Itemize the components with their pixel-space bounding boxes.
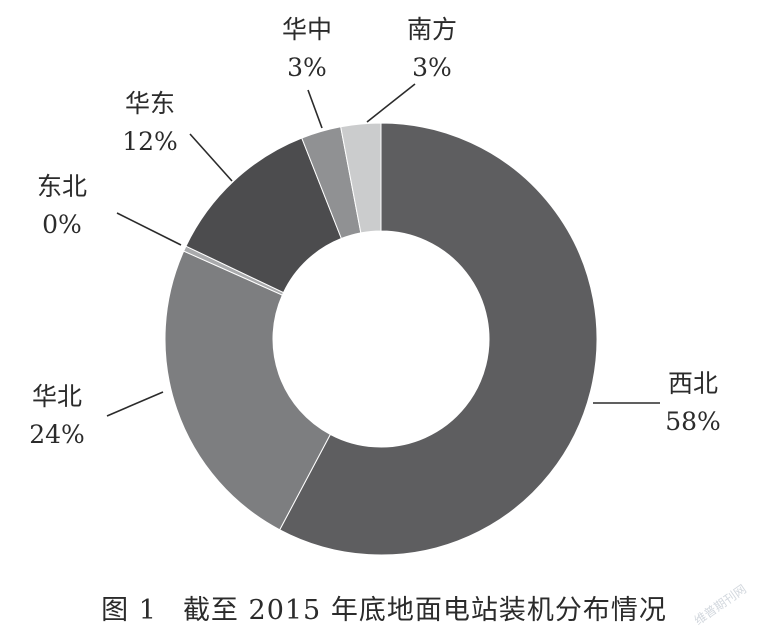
slice-value-1: 24%: [29, 420, 85, 449]
slice-1: [164, 250, 332, 531]
slice-5: [340, 122, 382, 234]
slice-value-5: 3%: [412, 53, 452, 82]
slice-value-3: 12%: [122, 127, 178, 156]
labels-group: 西北 58% 华北 24% 东北 0% 华东 12% 华中 3% 南方 3%: [29, 15, 721, 449]
figure-title: 截至 2015 年底地面电站装机分布情况: [182, 595, 667, 626]
leader-line-5: [366, 83, 416, 123]
leader-line-4: [307, 89, 323, 129]
slice-label-5: 南方: [407, 15, 457, 44]
figure-number: 图 1: [101, 595, 157, 626]
leader-line-2: [116, 212, 182, 246]
leader-lines-group: [106, 83, 660, 417]
slice-value-4: 3%: [287, 53, 327, 82]
slice-label-0: 西北: [668, 369, 718, 398]
figure-caption: 图 1 截至 2015 年底地面电站装机分布情况: [0, 588, 768, 627]
leader-line-1: [106, 391, 164, 417]
slice-label-2: 东北: [37, 172, 87, 201]
slice-label-3: 华东: [125, 89, 175, 118]
slice-label-1: 华北: [32, 382, 82, 411]
slice-value-2: 0%: [42, 210, 82, 239]
slice-0: [279, 122, 598, 556]
slice-label-4: 华中: [282, 15, 332, 44]
slice-value-0: 58%: [665, 407, 721, 436]
leader-line-3: [189, 133, 233, 182]
slices-group: [164, 122, 598, 556]
